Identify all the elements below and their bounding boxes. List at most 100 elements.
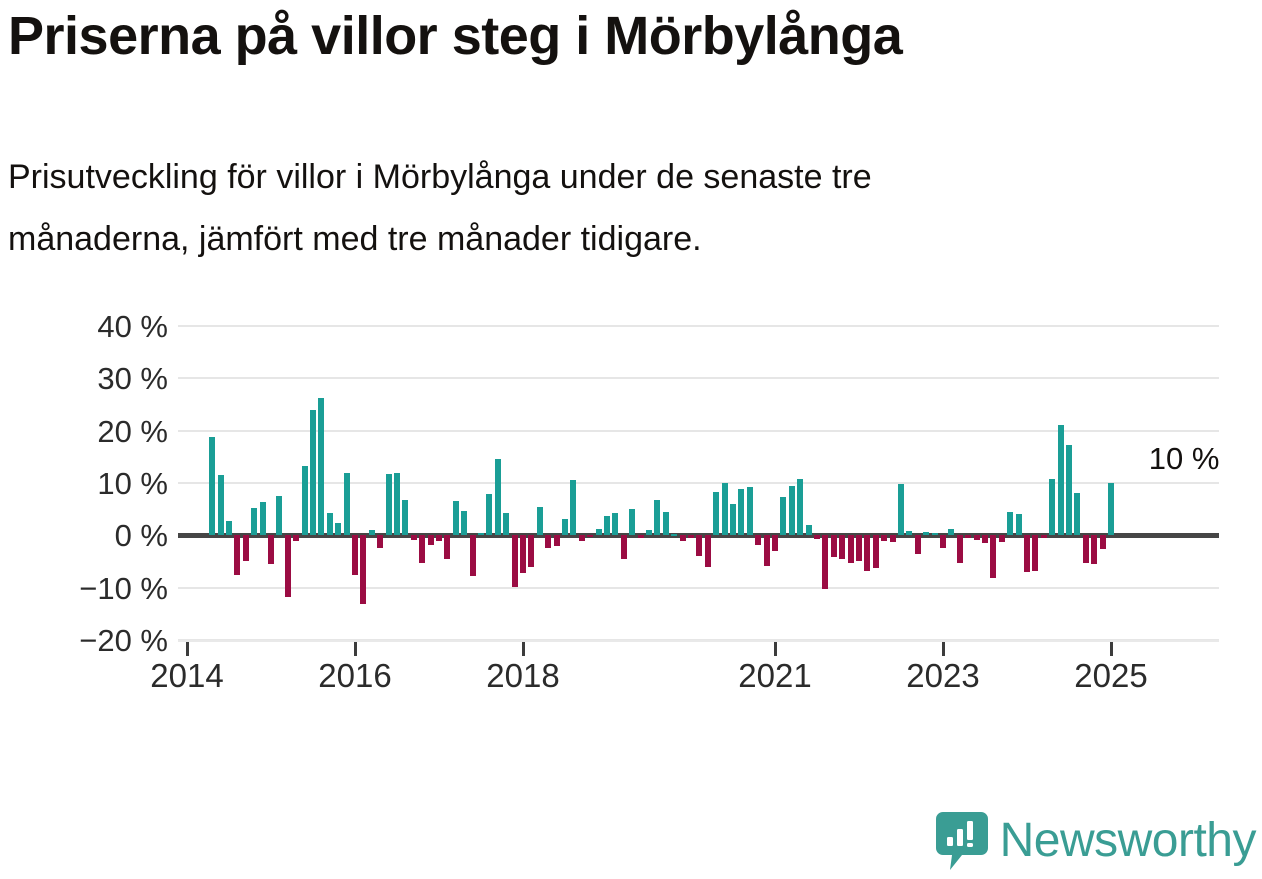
- chart-bar: [805, 524, 812, 536]
- chart-bar: [679, 535, 686, 541]
- chart-bar: [973, 535, 980, 540]
- chart-bar: [1015, 514, 1022, 536]
- chart-bar: [562, 519, 568, 536]
- chart-bar: [352, 535, 358, 575]
- chart-bar: [410, 535, 417, 540]
- y-axis-tick-label: 10 %: [97, 466, 168, 501]
- chart-bar: [654, 499, 661, 536]
- chart-bar: [730, 504, 736, 536]
- chart-bar: [688, 535, 694, 538]
- newsworthy-logo-text: Newsworthy: [999, 814, 1257, 867]
- chart-bar: [956, 535, 963, 563]
- y-axis-tick-label: 30 %: [97, 361, 168, 397]
- chart-bar: [830, 535, 837, 558]
- bar-chart: 40 % 30 % 20 % 10 % 0 % −10 % −20 % 2014 2016 20…: [0, 300, 1262, 700]
- chart-bar: [394, 473, 400, 536]
- chart-bar: [242, 535, 249, 562]
- chart-bar: [755, 535, 762, 546]
- y-axis-tick-label: 0 %: [114, 518, 168, 554]
- chart-bar: [814, 535, 820, 539]
- chart-bar: [1024, 535, 1030, 572]
- chart-bar: [1099, 535, 1106, 549]
- x-axis-tick-label: 2018: [486, 657, 560, 694]
- gridline: [178, 429, 1219, 432]
- gridline: [178, 482, 1219, 484]
- chart-bar: [486, 493, 493, 536]
- x-axis-tick-label: 2014: [150, 657, 224, 694]
- chart-bar: [461, 511, 468, 536]
- chart-bar: [494, 459, 501, 536]
- chart-bar: [662, 511, 669, 536]
- chart-bar: [1066, 445, 1072, 536]
- chart-bar: [839, 535, 846, 559]
- chart-bar: [310, 409, 316, 536]
- chart-bar: [1057, 425, 1064, 536]
- chart-bar: [377, 535, 384, 549]
- x-axis-tick-label: 2023: [906, 657, 980, 694]
- chart-bar: [604, 516, 610, 536]
- chart-bar: [520, 535, 526, 573]
- chart-bar: [914, 535, 921, 554]
- chart-bar: [251, 508, 258, 536]
- chart-bar: [1007, 512, 1014, 536]
- chart-bar: [427, 535, 434, 545]
- chart-bar: [998, 535, 1005, 542]
- chart-bar: [940, 535, 946, 548]
- chart-bar: [629, 508, 636, 536]
- chart-bar: [704, 535, 711, 568]
- chart-bar: [1040, 535, 1047, 539]
- chart-bar: [284, 535, 291, 598]
- chart-bar: [620, 535, 627, 559]
- value-annotation: 10 %: [1148, 441, 1220, 477]
- bar-chart-speech-bubble-icon: [935, 812, 988, 870]
- chart-bar: [545, 535, 552, 549]
- chart-bar: [1049, 478, 1056, 536]
- subtitle-line-1: Prisutveckling för villor i Mörbylånga u…: [8, 158, 872, 196]
- x-axis-tick-mark: [522, 642, 525, 656]
- chart-bar: [444, 535, 451, 559]
- chart-bar: [528, 535, 535, 567]
- chart-bar: [301, 465, 308, 536]
- chart-bar: [721, 483, 728, 536]
- chart-bar: [872, 535, 879, 568]
- y-axis-tick-label: 20 %: [97, 413, 168, 449]
- chart-bar: [923, 532, 930, 536]
- chart-bar: [226, 521, 232, 536]
- chart-bar: [385, 474, 392, 536]
- chart-bar: [578, 535, 585, 542]
- chart-bar: [1032, 535, 1039, 571]
- chart-bar: [503, 512, 510, 536]
- chart-bar: [788, 485, 795, 536]
- x-axis-tick-mark: [186, 642, 189, 656]
- chart-bar: [536, 507, 543, 536]
- chart-bar: [209, 436, 216, 536]
- x-axis-line: [178, 640, 1219, 642]
- chart-bar: [763, 535, 770, 566]
- chart-bar: [268, 535, 274, 565]
- chart-bar: [402, 499, 409, 536]
- y-axis-tick-label: −20 %: [79, 623, 168, 658]
- chart-bar: [595, 529, 602, 536]
- x-axis-tick-label: 2025: [1074, 657, 1148, 694]
- chart-bar: [822, 535, 829, 589]
- chart-bar: [772, 535, 778, 552]
- chart-bar: [696, 535, 703, 557]
- subtitle-line-2: månaderna, jämfört med tre månader tidig…: [8, 220, 702, 258]
- chart-bar: [612, 513, 619, 536]
- chart-bar: [738, 488, 745, 536]
- chart-bar: [965, 535, 972, 538]
- newsworthy-logo: Newsworthy: [935, 811, 1257, 871]
- chart-bar: [746, 487, 753, 536]
- gridline: [178, 377, 1219, 380]
- chart-bar: [797, 478, 804, 536]
- chart-bar: [419, 535, 426, 563]
- gridline: [178, 586, 1219, 589]
- chart-bar: [881, 535, 888, 541]
- chart-bar: [436, 535, 442, 541]
- chart-bar: [906, 531, 913, 536]
- chart-bar: [368, 530, 375, 536]
- chart-bar: [335, 523, 342, 536]
- chart-bar: [671, 533, 678, 536]
- gridline: [178, 325, 1219, 327]
